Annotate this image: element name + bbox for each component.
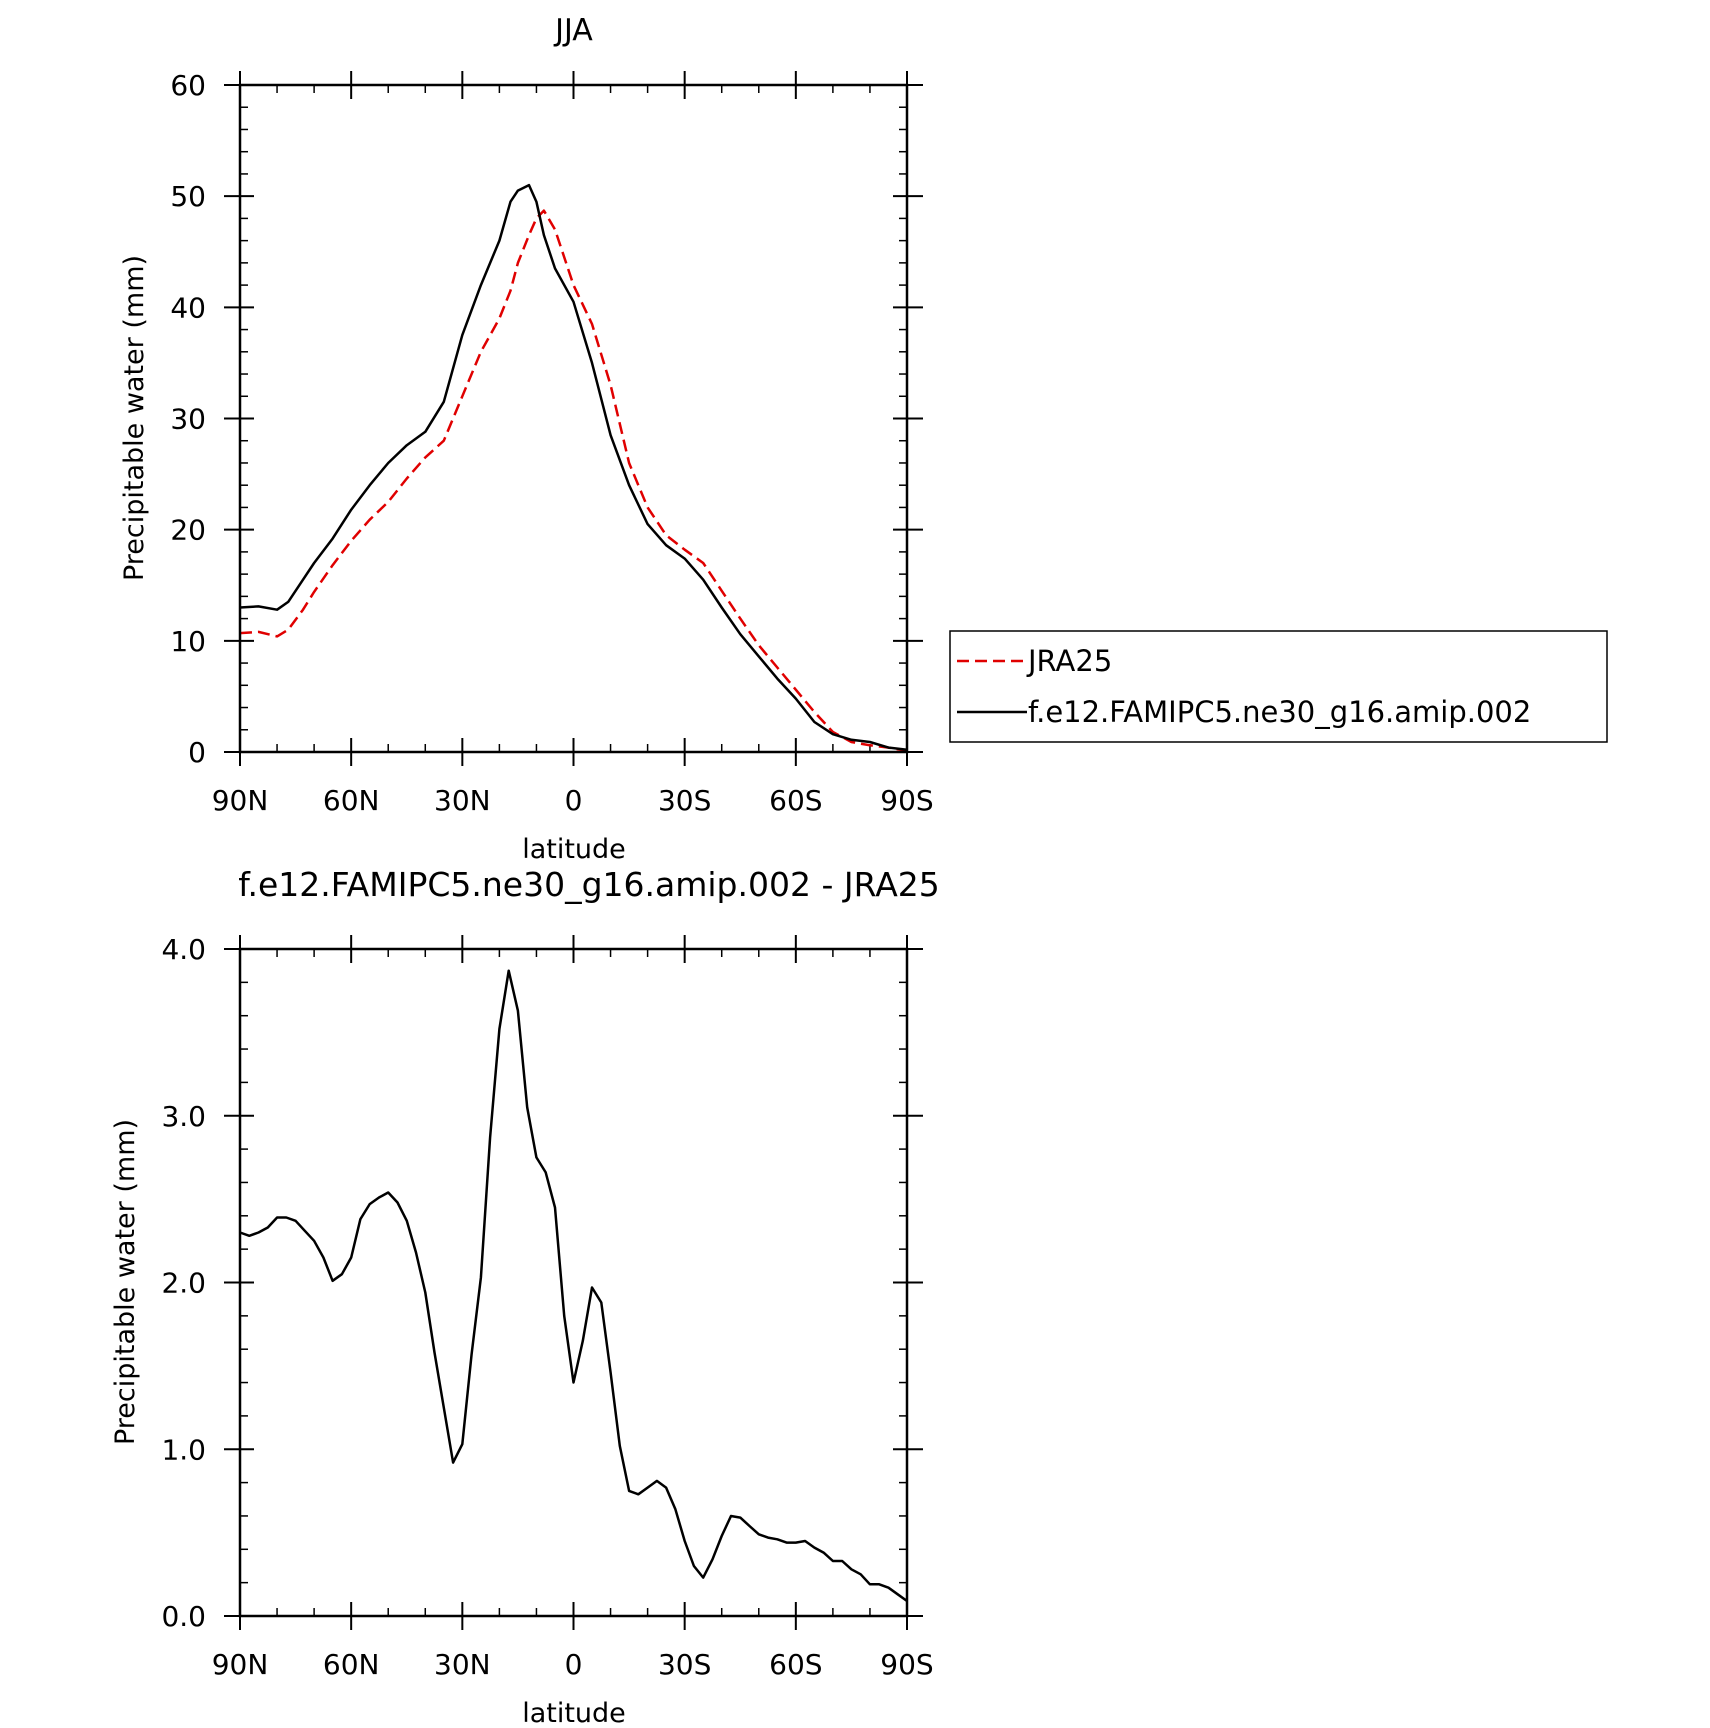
series-line-difference xyxy=(239,969,908,1603)
chart-jja: JJA 0 10 20 30 40 50 60 90N 60N 30N 0 30S 60S 90S la… xyxy=(119,13,1608,865)
y-tick-label: 1.0 xyxy=(161,1433,206,1466)
x-axis-ticks: 90N 60N 30N 0 30S 60S 90S xyxy=(212,935,934,1681)
x-tick-label: 90N xyxy=(212,784,269,817)
legend-label-jra25: JRA25 xyxy=(1026,644,1112,678)
legend-label-model: f.e12.FAMIPC5.ne30_g16.amip.002 xyxy=(1028,695,1531,729)
legend-box xyxy=(949,630,1608,743)
y-tick-label: 30 xyxy=(170,403,206,436)
x-tick-label: 90N xyxy=(212,1648,269,1681)
x-tick-label: 60N xyxy=(323,1648,380,1681)
y-tick-label: 40 xyxy=(170,291,206,324)
y-tick-label: 60 xyxy=(170,69,206,102)
x-tick-label: 60S xyxy=(769,784,822,817)
y-tick-label: 50 xyxy=(170,180,206,213)
chart-title: JJA xyxy=(553,13,593,48)
series-line-jra25 xyxy=(239,209,908,753)
x-tick-label: 60N xyxy=(323,784,380,817)
x-tick-label: 0 xyxy=(565,784,583,817)
x-tick-label: 30S xyxy=(658,784,711,817)
x-tick-label: 90S xyxy=(880,784,933,817)
y-axis-label: Precipitable water (mm) xyxy=(119,255,150,581)
series-group xyxy=(239,969,908,1603)
y-axis-label: Precipitable water (mm) xyxy=(110,1119,141,1445)
y-tick-label: 4.0 xyxy=(161,933,206,966)
x-tick-label: 0 xyxy=(565,1648,583,1681)
y-tick-label: 10 xyxy=(170,625,206,658)
x-tick-label: 30S xyxy=(658,1648,711,1681)
y-tick-label: 3.0 xyxy=(161,1100,206,1133)
x-tick-label: 30N xyxy=(434,784,491,817)
series-line-model xyxy=(239,183,908,752)
plot-frame xyxy=(238,83,909,754)
x-axis-label: latitude xyxy=(522,834,626,865)
y-tick-label: 0.0 xyxy=(161,1600,206,1633)
y-tick-label: 2.0 xyxy=(161,1267,206,1300)
x-tick-label: 30N xyxy=(434,1648,491,1681)
y-axis-ticks: 0 10 20 30 40 50 60 xyxy=(170,69,923,769)
x-axis-label: latitude xyxy=(522,1698,626,1728)
legend: JRA25 f.e12.FAMIPC5.ne30_g16.amip.002 xyxy=(949,630,1608,743)
y-tick-label: 20 xyxy=(170,514,206,547)
x-tick-label: 90S xyxy=(880,1648,933,1681)
x-axis-ticks: 90N 60N 30N 0 30S 60S 90S xyxy=(212,71,934,817)
y-axis-ticks: 0.0 1.0 2.0 3.0 4.0 xyxy=(161,933,923,1633)
plot-frame xyxy=(238,947,909,1618)
chart-difference: f.e12.FAMIPC5.ne30_g16.amip.002 - JRA25 … xyxy=(110,865,940,1728)
chart-title: f.e12.FAMIPC5.ne30_g16.amip.002 - JRA25 xyxy=(238,865,940,904)
y-tick-label: 0 xyxy=(188,736,206,769)
x-tick-label: 60S xyxy=(769,1648,822,1681)
series-group xyxy=(239,183,908,753)
